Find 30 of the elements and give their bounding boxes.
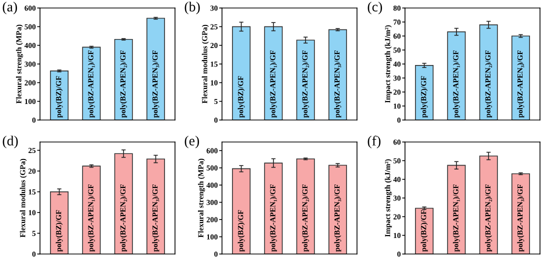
bar <box>50 191 69 254</box>
bar <box>82 166 101 254</box>
bar <box>146 18 165 120</box>
bar <box>511 173 530 254</box>
chart-title: (c) <box>368 2 382 14</box>
bar <box>447 164 466 254</box>
bar <box>264 26 283 120</box>
bar <box>415 208 434 254</box>
bar <box>479 24 498 120</box>
bar <box>232 168 251 254</box>
bar <box>114 153 133 254</box>
bar <box>296 40 315 120</box>
bar <box>511 36 530 120</box>
bar <box>232 26 251 120</box>
bar <box>479 156 498 254</box>
bar <box>328 164 347 254</box>
bar <box>146 158 165 254</box>
bar <box>264 162 283 254</box>
bar <box>328 29 347 120</box>
bar <box>296 158 315 254</box>
chart-title: (f) <box>368 136 380 148</box>
bar <box>447 31 466 120</box>
chart-title: (b) <box>184 2 200 14</box>
bar <box>82 46 101 120</box>
bar <box>415 64 434 120</box>
chart-title: (e) <box>184 136 200 148</box>
bar <box>114 38 133 120</box>
chart-title: (d) <box>2 136 18 148</box>
chart-title: (a) <box>2 2 18 14</box>
bar <box>50 70 69 120</box>
